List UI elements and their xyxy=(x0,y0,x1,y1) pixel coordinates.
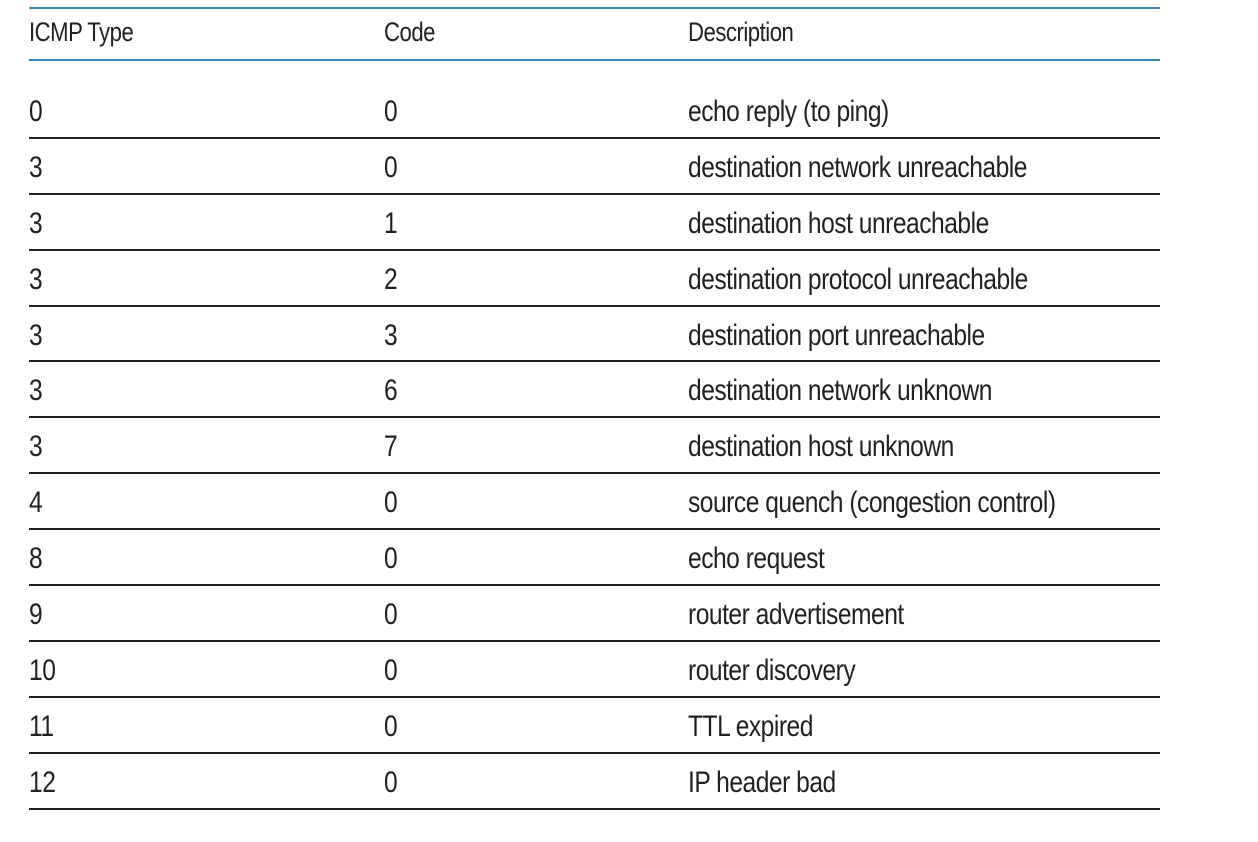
cell-code: 3 xyxy=(384,318,398,352)
table-row: 8 0 echo request xyxy=(29,530,1160,587)
cell-code: 0 xyxy=(384,598,398,632)
cell-description: TTL expired xyxy=(688,709,813,743)
cell-type: 3 xyxy=(29,206,43,240)
cell-type: 4 xyxy=(29,486,43,520)
table-row: 3 6 destination network unknown xyxy=(29,362,1160,419)
table-row: 3 3 destination port unreachable xyxy=(29,307,1160,363)
cell-description: destination network unreachable xyxy=(688,150,1027,184)
cell-description: destination protocol unreachable xyxy=(688,262,1028,296)
cell-type: 3 xyxy=(29,430,43,464)
cell-code: 0 xyxy=(384,709,398,743)
table-row: 9 0 router advertisement xyxy=(29,586,1160,642)
cell-type: 8 xyxy=(29,542,43,576)
table-row: 4 0 source quench (congestion control) xyxy=(29,474,1160,531)
cell-description: echo request xyxy=(688,542,825,576)
cell-code: 0 xyxy=(384,95,398,128)
header-description: Description xyxy=(688,17,794,47)
cell-type: 3 xyxy=(29,150,43,184)
cell-description: source quench (congestion control) xyxy=(688,486,1056,520)
cell-description: destination network unknown xyxy=(688,374,992,408)
cell-type: 0 xyxy=(29,95,43,128)
cell-code: 1 xyxy=(384,206,398,240)
table-row: 3 1 destination host unreachable xyxy=(29,195,1160,251)
cell-description: destination host unknown xyxy=(688,430,954,464)
cell-code: 0 xyxy=(384,486,398,520)
table-row: 11 0 TTL expired xyxy=(29,698,1160,754)
table-row: 10 0 router discovery xyxy=(29,642,1160,698)
cell-code: 2 xyxy=(384,262,398,296)
cell-type: 9 xyxy=(29,598,43,632)
cell-code: 0 xyxy=(384,150,398,184)
icmp-table: ICMP Type Code Description 0 0 echo repl… xyxy=(29,7,1160,810)
cell-description: IP header bad xyxy=(688,765,836,799)
cell-code: 0 xyxy=(384,542,398,576)
table-row: 3 7 destination host unknown xyxy=(29,418,1160,475)
header-spacer xyxy=(29,61,1160,83)
table-row: 0 0 echo reply (to ping) xyxy=(29,83,1160,139)
table-row: 3 2 destination protocol unreachable xyxy=(29,251,1160,307)
cell-description: destination port unreachable xyxy=(688,318,985,352)
header-code: Code xyxy=(384,17,435,47)
cell-type: 10 xyxy=(29,653,56,687)
cell-description: router advertisement xyxy=(688,598,904,632)
cell-type: 3 xyxy=(29,318,43,352)
cell-description: destination host unreachable xyxy=(688,206,989,240)
table-row: 12 0 IP header bad xyxy=(29,754,1160,810)
cell-code: 7 xyxy=(384,430,398,464)
header-icmp-type: ICMP Type xyxy=(29,17,134,47)
cell-description: router discovery xyxy=(688,653,856,687)
table-header: ICMP Type Code Description xyxy=(29,9,1160,61)
cell-type: 3 xyxy=(29,262,43,296)
table-top-rule xyxy=(29,7,1160,9)
cell-type: 11 xyxy=(29,709,54,743)
cell-type: 3 xyxy=(29,374,43,408)
cell-code: 6 xyxy=(384,374,398,408)
cell-description: echo reply (to ping) xyxy=(688,95,889,128)
table-row: 3 0 destination network unreachable xyxy=(29,139,1160,195)
cell-type: 12 xyxy=(29,765,56,799)
cell-code: 0 xyxy=(384,765,398,799)
cell-code: 0 xyxy=(384,653,398,687)
